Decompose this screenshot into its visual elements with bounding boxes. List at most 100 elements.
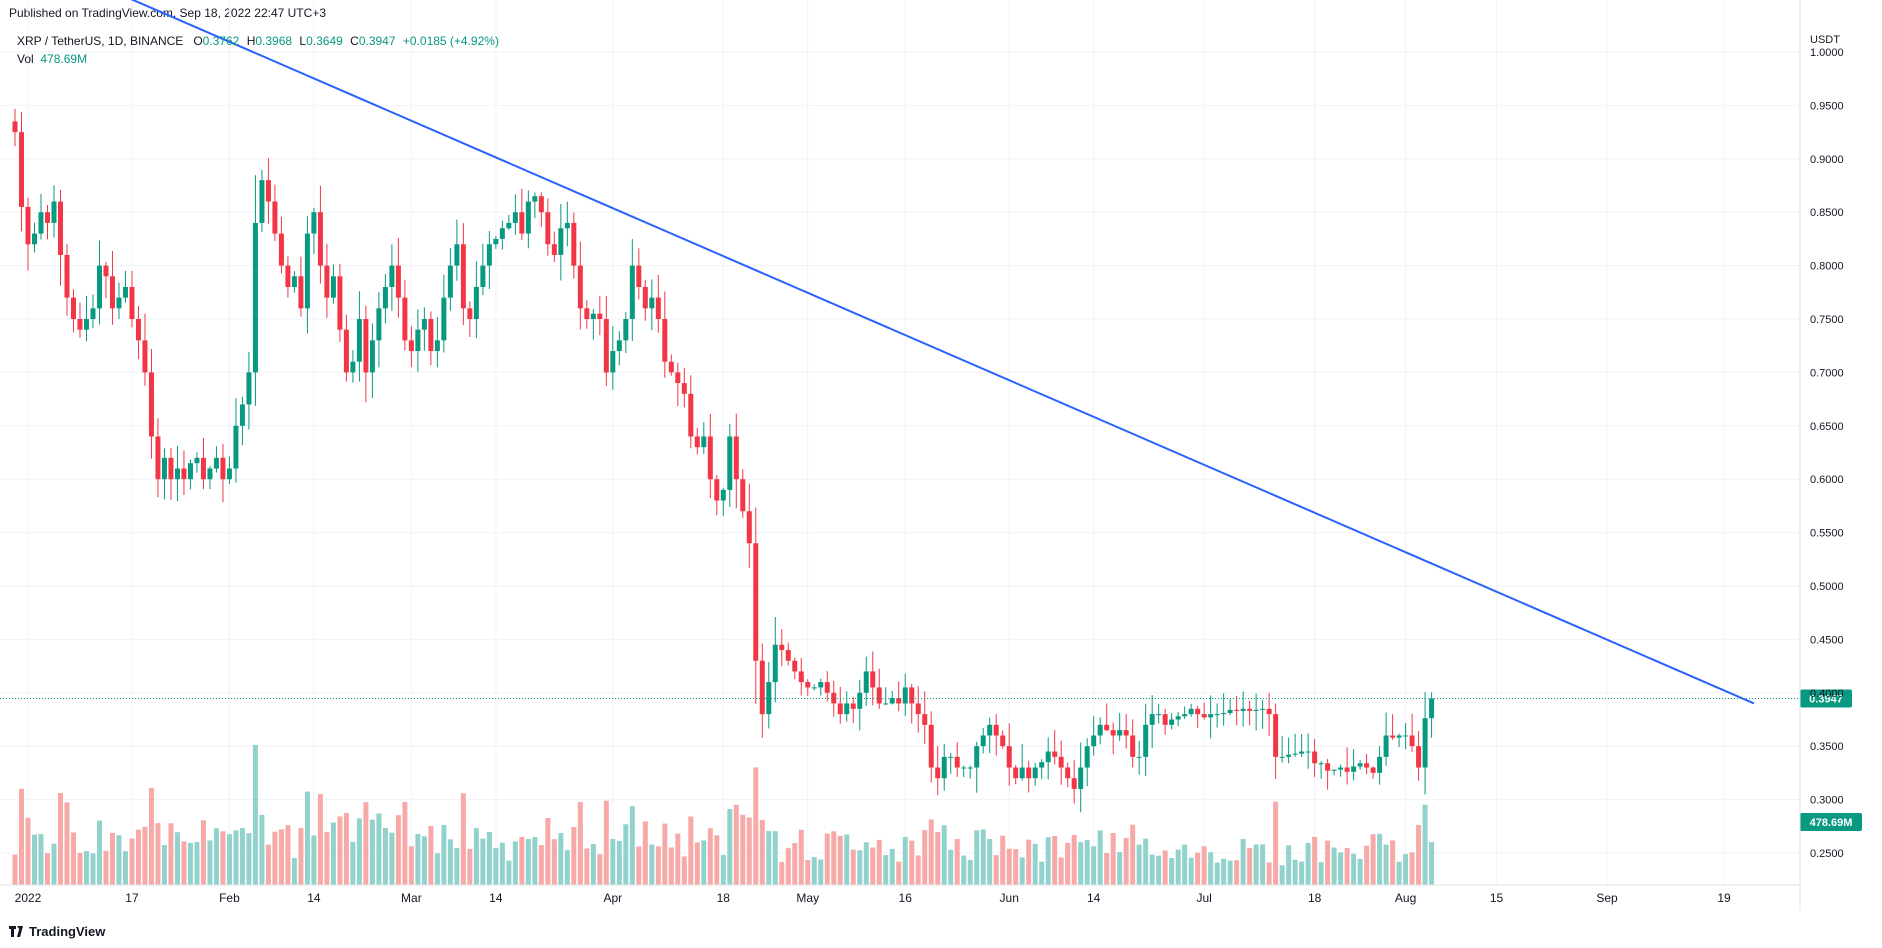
candle-body (1273, 714, 1279, 757)
candle-body (727, 436, 733, 490)
candle-body (876, 687, 882, 704)
candle-body (649, 297, 655, 309)
volume-bar (525, 839, 531, 885)
volume-bar (980, 829, 986, 885)
candle-body (590, 313, 596, 320)
volume-bar (1370, 834, 1376, 885)
volume-bar (616, 840, 622, 885)
volume-bar (1078, 842, 1084, 885)
candle-body (837, 703, 843, 715)
candle-body (1091, 735, 1097, 747)
volume-bar (1097, 830, 1103, 885)
candle-body (1084, 746, 1090, 768)
candle-body (1201, 714, 1207, 718)
volume-bar (1045, 837, 1051, 885)
volume-bar (590, 843, 596, 885)
volume-bar (818, 859, 824, 885)
candle-body (1123, 730, 1129, 736)
volume-bar (1227, 860, 1233, 885)
volume-bar (1201, 846, 1207, 885)
volume-bar (915, 855, 921, 885)
volume-bar (844, 834, 850, 885)
candle-body (948, 756, 954, 758)
volume-bar (811, 857, 817, 885)
volume-bar (246, 833, 252, 885)
volume-bar (1188, 857, 1194, 885)
candle-body (668, 361, 674, 373)
y-tick-label: 0.4000 (1810, 688, 1844, 700)
candle-body (1299, 751, 1305, 754)
volume-bar (850, 849, 856, 885)
candle-body (675, 372, 681, 384)
volume-bar (285, 825, 291, 885)
candle-body (850, 703, 856, 709)
candle-body (616, 340, 622, 352)
tradingview-logo: TradingView (9, 924, 105, 939)
candle-body (753, 543, 759, 661)
volume-bar (1305, 842, 1311, 885)
candle-body (889, 698, 895, 704)
candle-body (155, 436, 161, 480)
volume-bar (369, 819, 375, 885)
volume-bar (1208, 852, 1214, 885)
volume-bar (493, 847, 499, 885)
candle-body (720, 489, 726, 501)
candle-body (285, 265, 291, 287)
candle-body (1240, 708, 1246, 711)
candle-body (707, 436, 713, 480)
candle-body (109, 276, 115, 309)
volume-bar (207, 840, 213, 885)
volume-bar (155, 823, 161, 885)
volume-label: Vol (17, 52, 34, 66)
volume-bar (1136, 844, 1142, 885)
candle-body (623, 319, 629, 341)
candle-body (1156, 714, 1162, 716)
volume-bar (259, 814, 265, 885)
candle-body (857, 692, 863, 709)
volume-bar (1039, 861, 1045, 885)
volume-bar (506, 860, 512, 885)
brand-name: TradingView (29, 924, 106, 939)
candle-body (369, 340, 375, 373)
volume-bar (902, 837, 908, 885)
candle-body (415, 329, 421, 352)
candle-body (31, 233, 37, 245)
legend-ohlc: XRP / TetherUS, 1D, BINANCE O0.3762 H0.3… (17, 34, 503, 48)
candle-body (1175, 716, 1181, 720)
volume-bar (337, 816, 343, 885)
volume-bar (330, 822, 336, 885)
volume-bar (876, 839, 882, 885)
candle-body (90, 308, 96, 320)
volume-bar (954, 839, 960, 885)
x-tick-label: May (796, 891, 819, 905)
y-tick-label: 0.4500 (1810, 634, 1844, 646)
trendline[interactable] (7, 0, 1755, 705)
volume-bar (961, 855, 967, 885)
candle-body (519, 212, 525, 234)
candle-body (1357, 763, 1363, 767)
candle-body (1169, 719, 1175, 725)
candle-body (460, 244, 466, 309)
candle-body (1208, 714, 1214, 718)
volume-bar (987, 838, 993, 885)
chart-grid (0, 0, 1800, 885)
volume-bar (883, 855, 889, 885)
candle-body (278, 233, 284, 266)
candle-body (480, 265, 486, 287)
volume-bar (343, 812, 349, 885)
volume-bar (545, 818, 551, 885)
volume-bar (1000, 835, 1006, 885)
candle-body (324, 265, 330, 298)
volume-bar (1286, 845, 1292, 885)
volume-bar (772, 831, 778, 885)
volume-bar (291, 857, 297, 885)
volume-bar (512, 841, 518, 885)
volume-bar (382, 827, 388, 885)
volume-bar (1325, 840, 1331, 885)
volume-bar (441, 824, 447, 885)
candle-body (733, 436, 739, 480)
x-tick-label: 15 (1490, 891, 1504, 905)
x-tick-label: Mar (401, 891, 422, 905)
volume-bar (1117, 852, 1123, 885)
